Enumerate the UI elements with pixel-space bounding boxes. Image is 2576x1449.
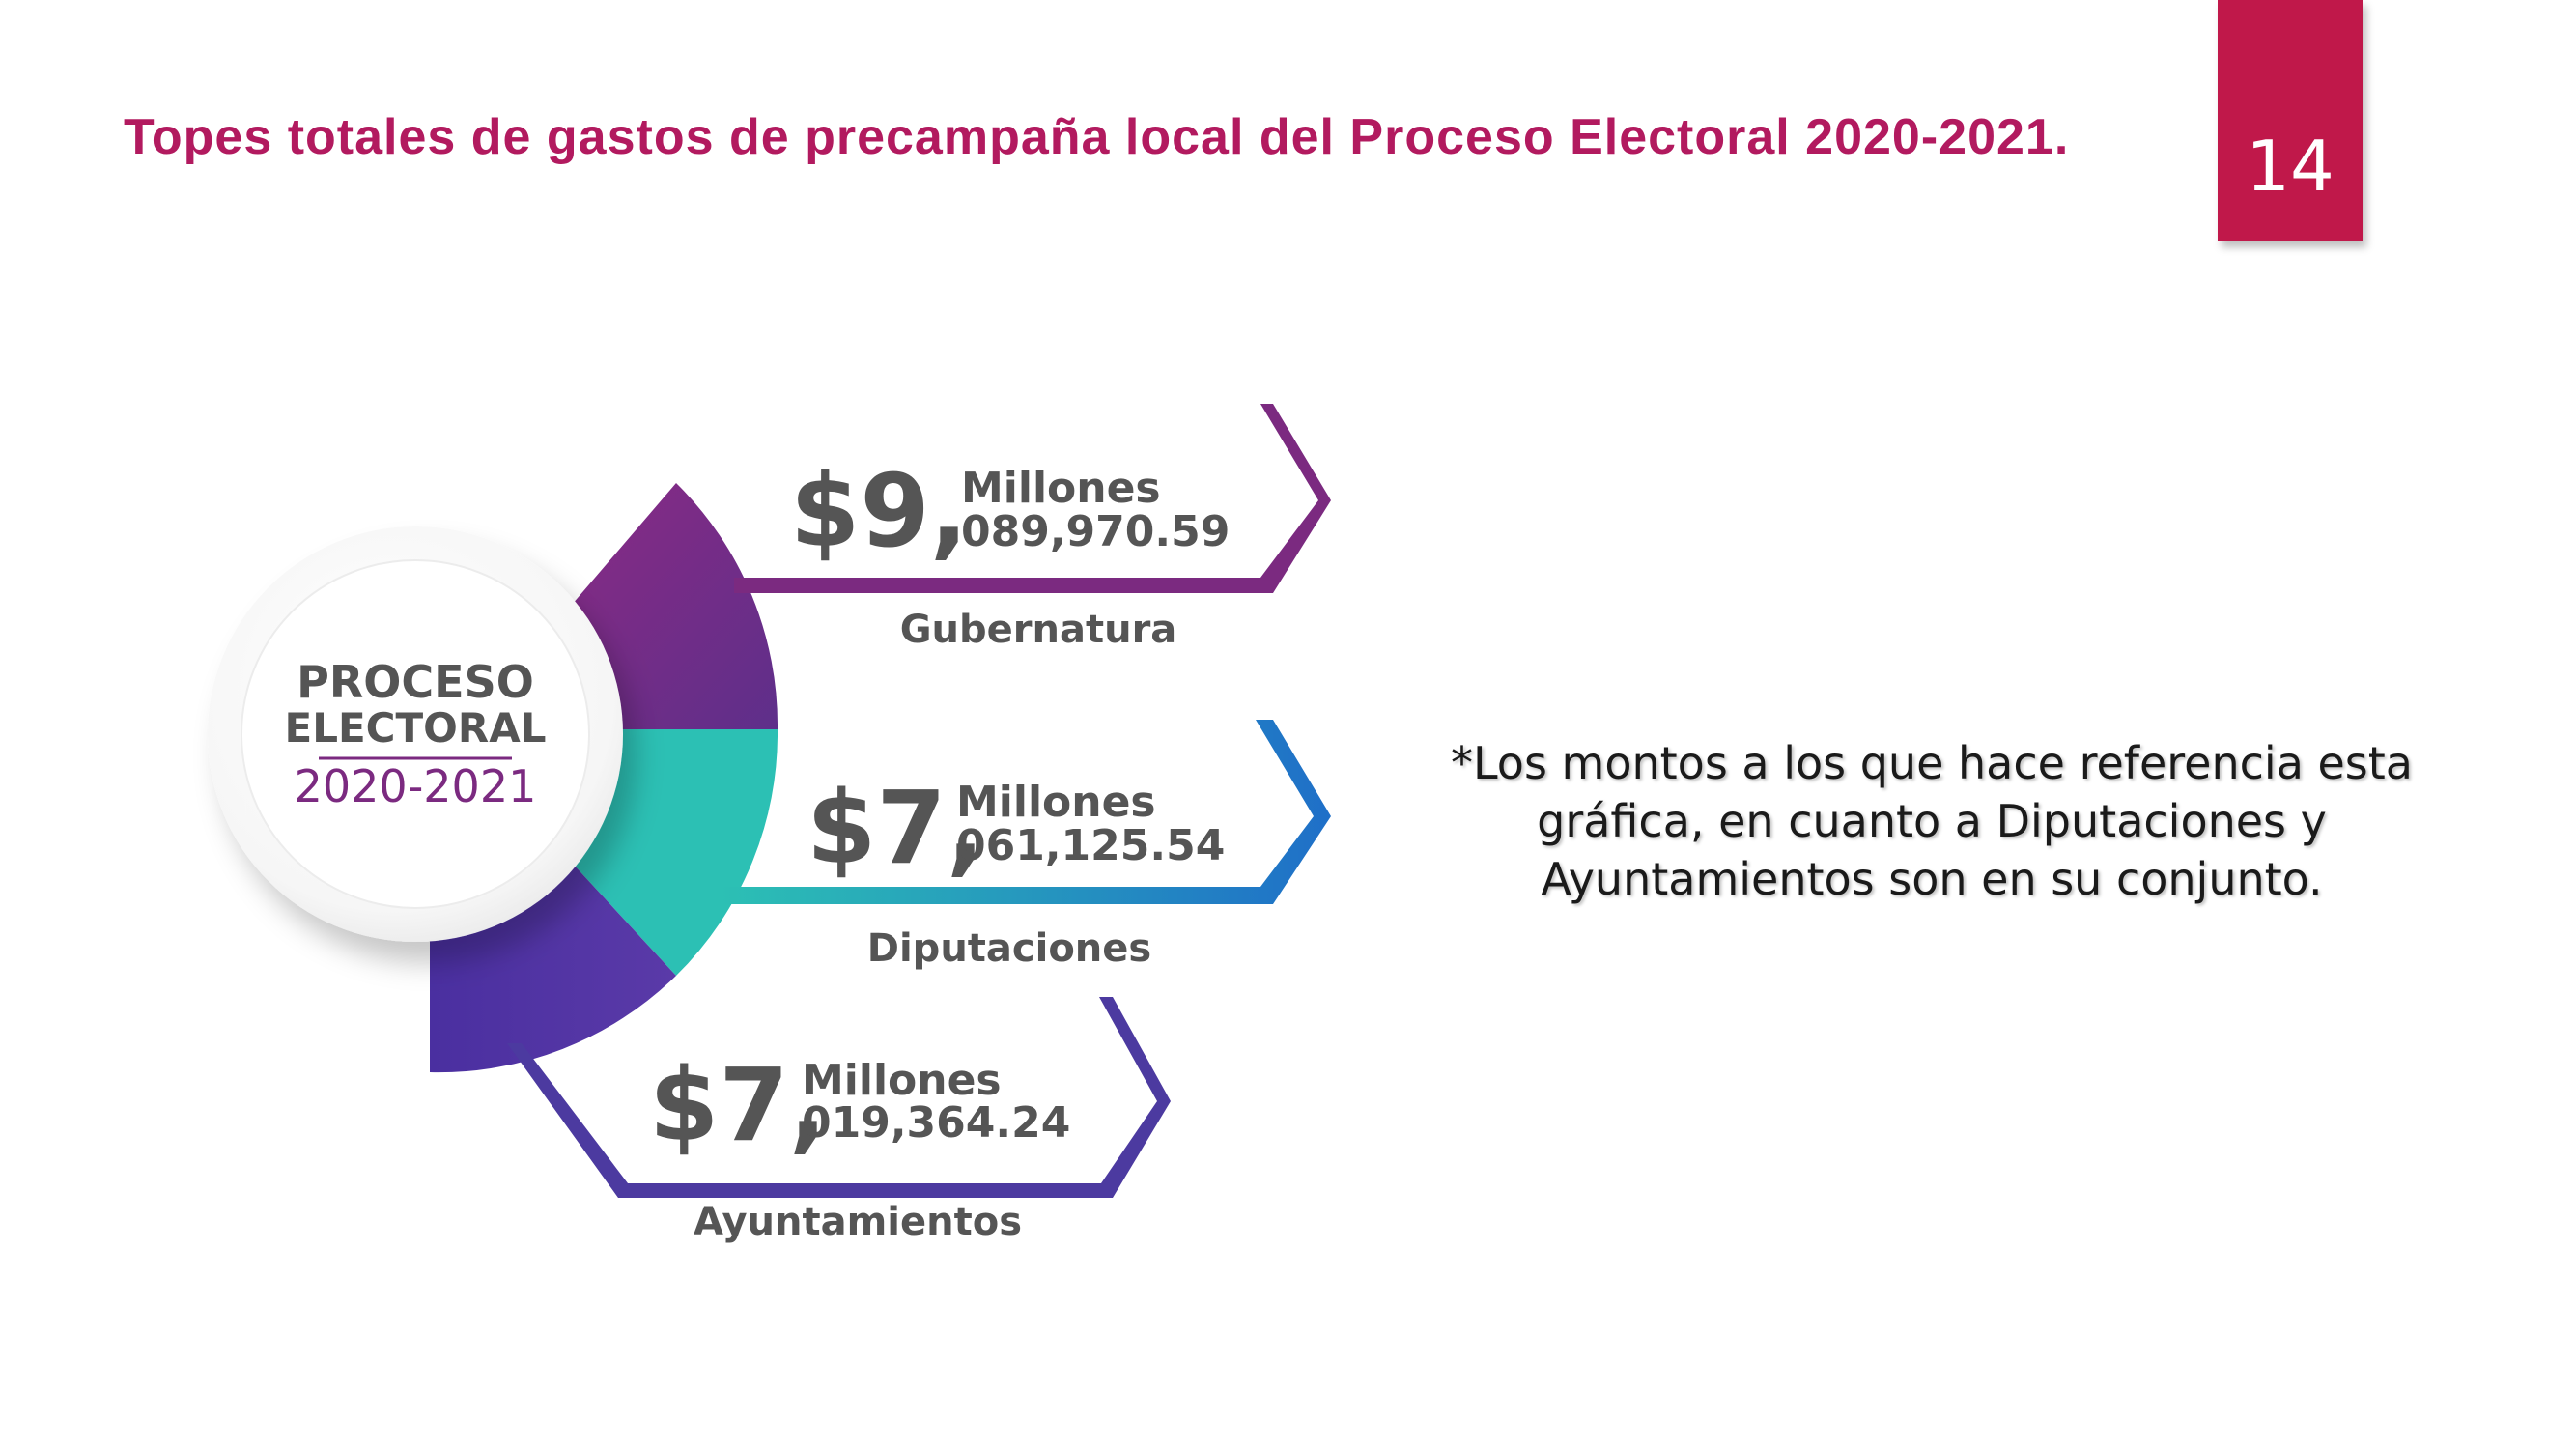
page-number: 14	[2246, 126, 2335, 207]
label-diputaciones: Diputaciones	[867, 926, 1151, 971]
amount-diputaciones-big: $7,	[807, 769, 984, 887]
label-gubernatura: Gubernatura	[900, 608, 1177, 652]
arrow-gubernatura	[734, 404, 1331, 593]
center-line2: ELECTORAL	[285, 704, 547, 752]
center-line1: PROCESO	[297, 656, 534, 708]
label-ayuntamientos: Ayuntamientos	[694, 1200, 1022, 1244]
amount-diputaciones-rest: 061,125.54	[956, 821, 1225, 870]
ring-segment-gubernatura	[560, 483, 778, 729]
amount-gubernatura-rest: 089,970.59	[961, 507, 1230, 556]
slide-title: Topes totales de gastos de precampaña lo…	[124, 109, 2070, 165]
amount-ayuntamientos-unit: Millones	[802, 1056, 1002, 1105]
amount-gubernatura-big: $9,	[790, 452, 968, 570]
footnote: *Los montos a los que hace referencia es…	[1450, 737, 2413, 905]
amount-diputaciones-unit: Millones	[956, 778, 1156, 827]
arrow-diputaciones	[720, 720, 1331, 904]
page-number-badge: 14	[2218, 0, 2363, 242]
center-years: 2020-2021	[295, 760, 537, 812]
amount-gubernatura-unit: Millones	[961, 464, 1161, 513]
amount-ayuntamientos-big: $7,	[649, 1046, 827, 1164]
amount-ayuntamientos-rest: 019,364.24	[802, 1098, 1070, 1148]
